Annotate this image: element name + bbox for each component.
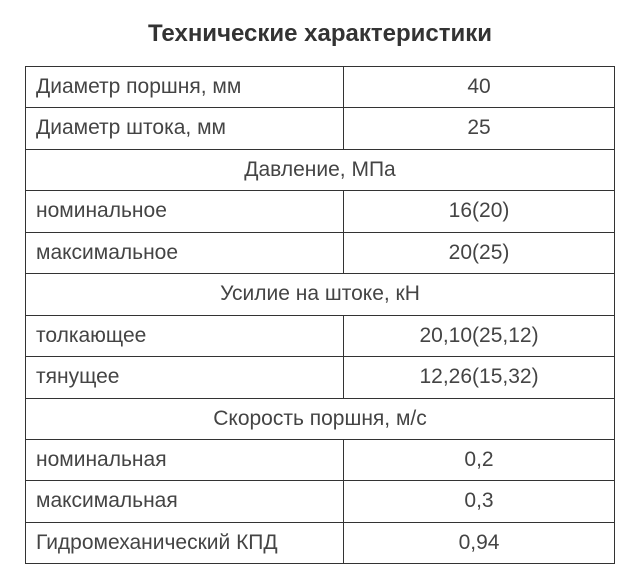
section-header: Усилие на штоке, кН (26, 274, 615, 315)
spec-label: номинальное (26, 191, 344, 232)
section-header: Скорость поршня, м/с (26, 398, 615, 439)
spec-value: 0,2 (344, 439, 615, 480)
table-row: максимальное20(25) (26, 232, 615, 273)
table-row: Диаметр штока, мм25 (26, 108, 615, 149)
table-row: Усилие на штоке, кН (26, 274, 615, 315)
page-title: Технические характеристики (25, 20, 615, 48)
spec-label: Гидромеханический КПД (26, 522, 344, 563)
spec-label: Диаметр поршня, мм (26, 67, 344, 108)
spec-value: 20,10(25,12) (344, 315, 615, 356)
table-row: Давление, МПа (26, 149, 615, 190)
table-row: номинальное16(20) (26, 191, 615, 232)
section-header: Давление, МПа (26, 149, 615, 190)
spec-value: 12,26(15,32) (344, 357, 615, 398)
spec-label: тянущее (26, 357, 344, 398)
table-row: Скорость поршня, м/с (26, 398, 615, 439)
table-row: номинальная0,2 (26, 439, 615, 480)
spec-value: 16(20) (344, 191, 615, 232)
table-row: тянущее12,26(15,32) (26, 357, 615, 398)
spec-label: толкающее (26, 315, 344, 356)
spec-table: Диаметр поршня, мм40Диаметр штока, мм25Д… (25, 66, 615, 564)
table-row: Диаметр поршня, мм40 (26, 67, 615, 108)
table-row: толкающее20,10(25,12) (26, 315, 615, 356)
spec-label: максимальная (26, 481, 344, 522)
spec-label: Диаметр штока, мм (26, 108, 344, 149)
table-row: Гидромеханический КПД0,94 (26, 522, 615, 563)
spec-value: 0,3 (344, 481, 615, 522)
spec-value: 0,94 (344, 522, 615, 563)
spec-value: 25 (344, 108, 615, 149)
spec-value: 20(25) (344, 232, 615, 273)
table-row: максимальная0,3 (26, 481, 615, 522)
spec-label: номинальная (26, 439, 344, 480)
spec-value: 40 (344, 67, 615, 108)
spec-label: максимальное (26, 232, 344, 273)
